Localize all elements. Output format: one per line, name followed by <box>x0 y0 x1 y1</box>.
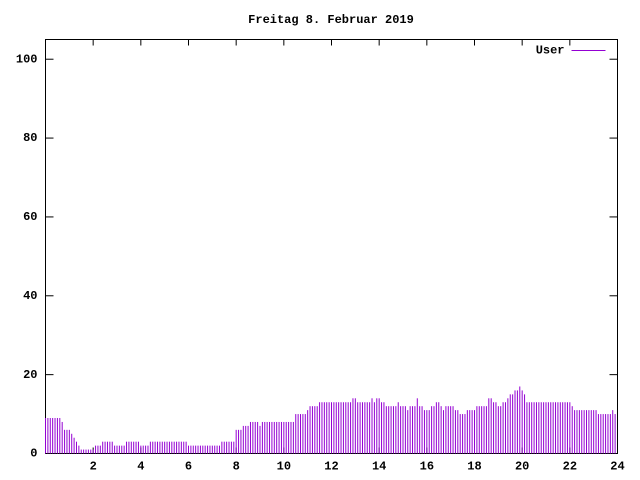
y-tick-label: 20 <box>23 368 37 382</box>
legend-label: User <box>536 44 565 58</box>
x-tick-label: 4 <box>137 460 144 474</box>
x-tick-label: 22 <box>563 460 577 474</box>
y-tick-label: 60 <box>23 210 37 224</box>
x-tick-label: 14 <box>372 460 386 474</box>
x-tick-label: 10 <box>277 460 291 474</box>
x-tick-label: 12 <box>324 460 338 474</box>
x-tick-label: 24 <box>610 460 624 474</box>
y-tick-label: 80 <box>23 131 37 145</box>
y-tick-label: 100 <box>16 52 38 66</box>
x-tick-label: 20 <box>515 460 529 474</box>
x-tick-label: 6 <box>185 460 192 474</box>
x-tick-label: 16 <box>420 460 434 474</box>
x-tick-label: 8 <box>233 460 240 474</box>
chart-title: Freitag 8. Februar 2019 <box>248 13 414 27</box>
plot-frame <box>45 39 618 454</box>
y-tick-label: 0 <box>30 447 37 461</box>
x-tick-label: 2 <box>90 460 97 474</box>
y-tick-label: 40 <box>23 289 37 303</box>
x-tick-label: 18 <box>467 460 481 474</box>
